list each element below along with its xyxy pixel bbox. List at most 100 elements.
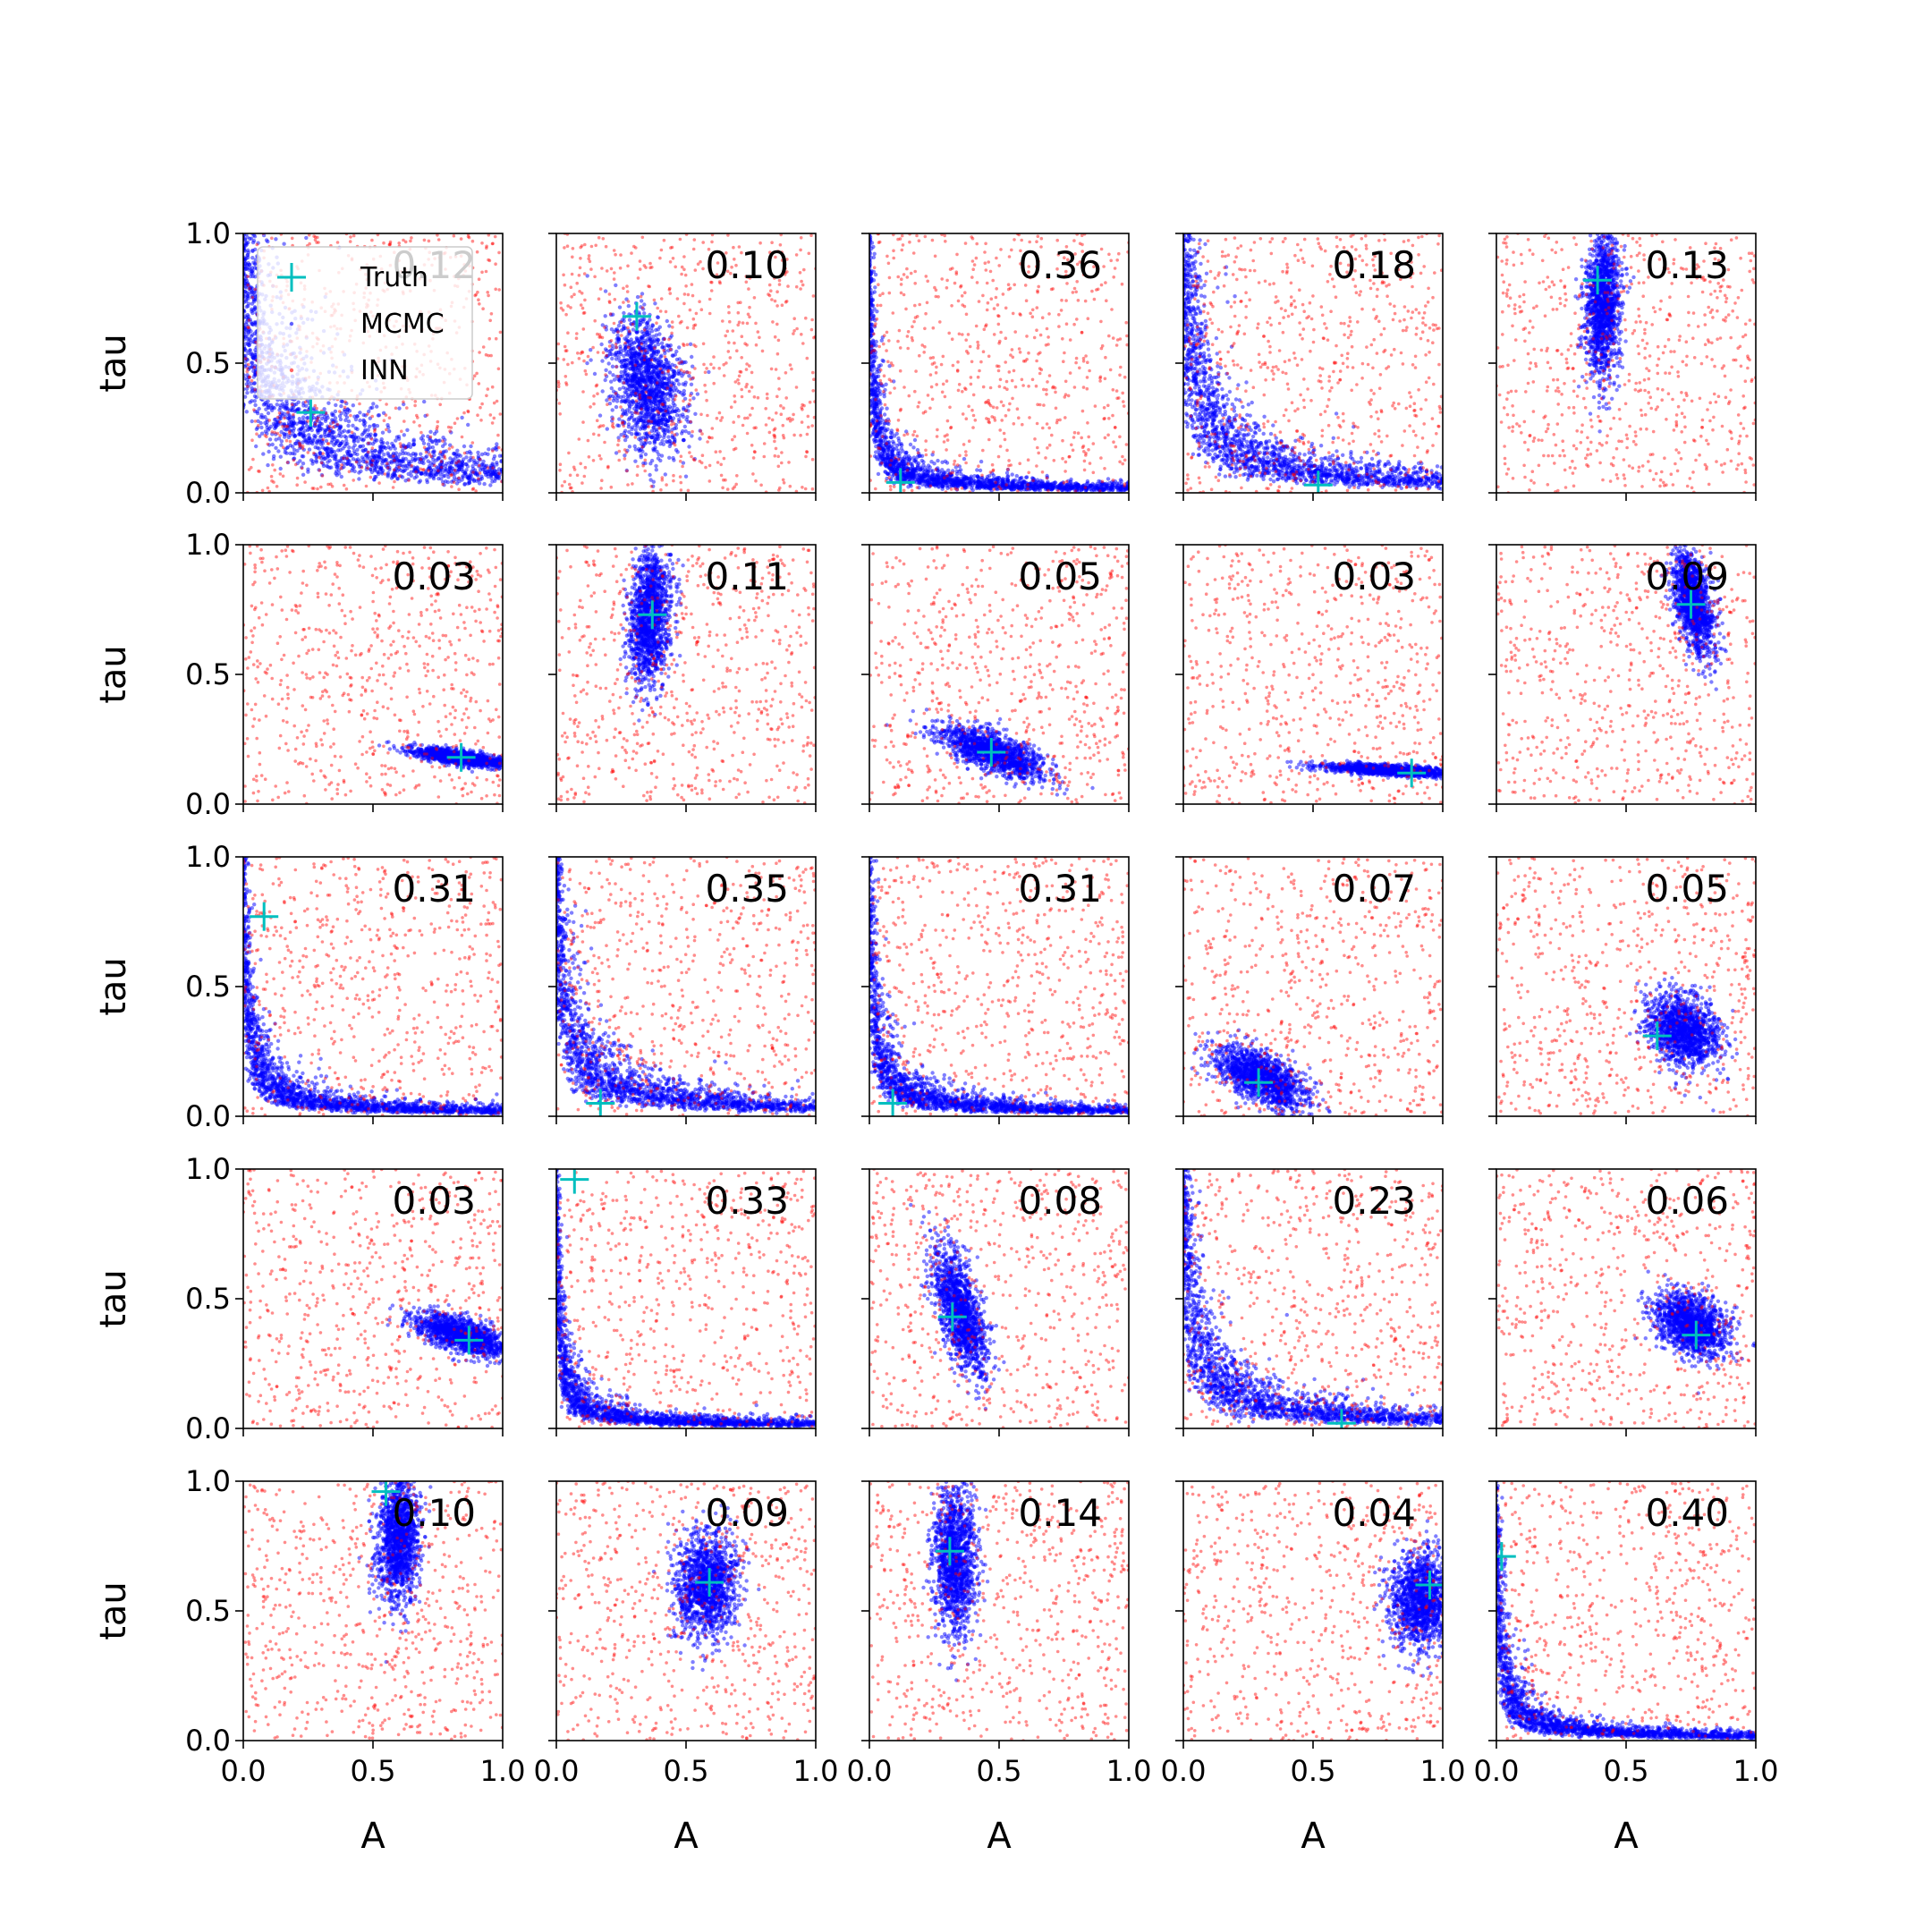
mcmc-point — [476, 450, 480, 455]
inn-point — [326, 442, 330, 445]
mcmc-point — [623, 362, 629, 367]
inn-point — [474, 292, 478, 297]
inn-point — [668, 286, 672, 291]
inn-point — [649, 358, 654, 362]
inn-point — [782, 406, 785, 411]
inn-point — [495, 399, 499, 403]
mcmc-point — [657, 357, 661, 361]
mcmc-point — [637, 368, 641, 372]
inn-point — [662, 349, 665, 352]
mcmc-point — [252, 320, 257, 325]
inn-point — [475, 371, 479, 376]
mcmc-point — [289, 428, 293, 434]
mcmc-point — [674, 413, 680, 418]
inn-point — [556, 342, 561, 346]
inn-point — [275, 485, 279, 488]
inn-point — [753, 450, 757, 454]
inn-point — [317, 241, 320, 244]
inn-point — [810, 318, 814, 322]
mcmc-point — [295, 448, 300, 453]
inn-point — [794, 284, 799, 289]
inn-point — [589, 405, 592, 409]
inn-point — [577, 437, 581, 441]
inn-point — [596, 351, 600, 354]
inn-point — [670, 419, 674, 423]
mcmc-point — [616, 323, 622, 328]
inn-point — [335, 422, 340, 427]
mcmc-point — [642, 423, 648, 428]
inn-point — [643, 458, 648, 462]
mcmc-point — [463, 470, 468, 476]
panel-score: 0.10 — [705, 243, 789, 287]
inn-point — [251, 457, 255, 462]
mcmc-point — [482, 481, 487, 487]
inn-point — [409, 239, 412, 243]
inn-point — [668, 292, 673, 295]
inn-point — [735, 349, 739, 353]
mcmc-point — [336, 428, 342, 432]
mcmc-point — [323, 447, 328, 452]
inn-point — [637, 346, 641, 350]
mcmc-point — [651, 433, 657, 437]
inn-point — [746, 275, 750, 279]
mcmc-point — [318, 451, 322, 455]
inn-point — [565, 244, 570, 249]
inn-point — [250, 438, 254, 443]
mcmc-point — [298, 445, 302, 450]
mcmc-point — [640, 329, 644, 335]
mcmc-point — [603, 377, 607, 383]
mcmc-point — [243, 309, 247, 314]
inn-point — [720, 416, 724, 419]
inn-point — [801, 402, 804, 407]
mcmc-point — [365, 452, 369, 457]
inn-point — [751, 456, 756, 460]
inn-point — [633, 363, 638, 368]
inn-point — [606, 402, 609, 407]
inn-point — [678, 459, 682, 463]
mcmc-point — [698, 428, 702, 433]
inn-point — [795, 326, 799, 331]
mcmc-point — [343, 407, 347, 412]
inn-point — [631, 322, 635, 326]
mcmc-point — [250, 274, 256, 279]
inn-point — [694, 311, 699, 316]
inn-point — [692, 458, 697, 462]
inn-point — [752, 426, 756, 430]
inn-point — [788, 363, 792, 367]
mcmc-point — [682, 437, 686, 443]
inn-point — [582, 272, 587, 275]
mcmc-point — [629, 389, 633, 394]
mcmc-point — [279, 443, 284, 447]
mcmc-point — [319, 421, 324, 427]
mcmc-point — [248, 400, 252, 404]
mcmc-point — [246, 283, 250, 288]
mcmc-point — [638, 382, 642, 386]
inn-point — [664, 409, 668, 413]
mcmc-point — [252, 409, 258, 414]
inn-point — [727, 341, 731, 344]
inn-point — [801, 283, 805, 287]
inn-point — [312, 234, 316, 238]
mcmc-point — [625, 448, 630, 453]
mcmc-point — [462, 444, 467, 449]
inn-point — [777, 377, 781, 380]
inn-point — [647, 395, 650, 400]
inn-point — [498, 330, 503, 335]
inn-point — [253, 388, 257, 392]
mcmc-point — [641, 436, 646, 440]
inn-point — [694, 344, 698, 349]
mcmc-point — [252, 266, 258, 270]
inn-point — [603, 440, 606, 445]
inn-point — [385, 402, 388, 406]
mcmc-point — [467, 479, 471, 483]
inn-point — [748, 305, 751, 309]
mcmc-point — [298, 419, 302, 424]
inn-point — [400, 429, 403, 434]
mcmc-point — [439, 477, 444, 481]
inn-point — [298, 445, 302, 448]
mcmc-point — [257, 406, 261, 411]
mcmc-point — [661, 417, 665, 422]
mcmc-point — [623, 453, 627, 458]
inn-point — [564, 375, 568, 378]
inn-point — [566, 331, 570, 335]
